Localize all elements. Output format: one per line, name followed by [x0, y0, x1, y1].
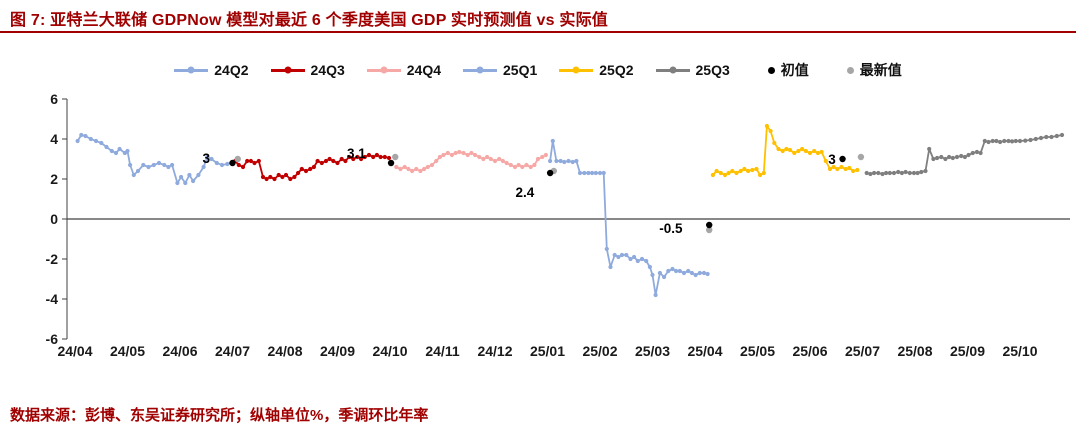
- legend-marker-icon: [846, 66, 854, 74]
- legend-label: 24Q2: [214, 62, 249, 78]
- value-annotation: 3: [202, 151, 210, 166]
- x-tick-label: 24/11: [425, 343, 459, 359]
- legend-marker-icon: [655, 66, 690, 74]
- x-tick-label: 25/05: [740, 343, 775, 359]
- x-axis-labels: 24/04 24/05 24/06 24/07 24/08 24/09 24/10 24/11…: [57, 343, 1037, 359]
- legend-item-24Q3: 24Q3: [270, 62, 345, 78]
- latest-value-dot: [392, 153, 399, 161]
- legend-label: 最新值: [859, 62, 902, 78]
- x-tick-label: 25/01: [530, 343, 565, 359]
- series-25Q2: [710, 123, 860, 178]
- legend-item-24Q4: 24Q4: [366, 62, 441, 78]
- value-annotation: 3.1: [347, 146, 366, 161]
- series-25Q3: [864, 132, 1065, 177]
- legend-marker-icon: [463, 66, 497, 74]
- y-tick-label: 4: [50, 131, 58, 147]
- initial-value-dot: [387, 159, 395, 167]
- value-annotation: 2.4: [516, 185, 535, 200]
- legend-marker-icon: [559, 66, 594, 74]
- legend-item-最新值: 最新值: [846, 60, 902, 80]
- series-24Q4: [394, 149, 549, 174]
- legend-marker-icon: [174, 66, 209, 74]
- x-tick-label: 24/05: [110, 343, 145, 359]
- y-tick-label: 6: [50, 91, 58, 107]
- x-tick-label: 24/09: [320, 343, 355, 359]
- x-tick-label: 24/07: [215, 343, 250, 359]
- legend-item-25Q1: 25Q1: [463, 62, 537, 78]
- chart-legend: 24Q2 24Q3 24Q4 25Q1 25Q2 25Q3 初值 最新值: [0, 60, 1076, 80]
- y-tick-label: -4: [46, 291, 59, 307]
- axes: 6 4 2 0 -2 -4 -6: [46, 91, 1070, 347]
- latest-value-dot: [234, 155, 241, 163]
- legend-label: 24Q3: [310, 62, 345, 78]
- legend-marker-icon: [767, 66, 775, 74]
- x-tick-label: 25/10: [1002, 343, 1037, 359]
- x-tick-label: 25/03: [635, 343, 670, 359]
- x-tick-label: 25/02: [582, 343, 617, 359]
- x-tick-label: 25/06: [792, 343, 827, 359]
- legend-label: 25Q2: [599, 62, 634, 78]
- latest-value-dot: [857, 153, 865, 161]
- y-tick-label: -6: [46, 331, 59, 347]
- value-annotation: 3: [828, 152, 836, 167]
- actual-25Q2: 3: [828, 152, 865, 167]
- legend-item-初值: 初值: [767, 60, 809, 80]
- x-tick-label: 25/08: [897, 343, 932, 359]
- legend-marker-icon: [270, 66, 305, 74]
- x-tick-label: 24/08: [267, 343, 302, 359]
- x-tick-label: 24/04: [57, 343, 92, 359]
- y-tick-label: -2: [46, 251, 59, 267]
- latest-value-dot: [706, 226, 713, 234]
- gdpnow-line-chart: 6 4 2 0 -2 -4 -624/04 24/05 24/06 24/07 24/08 24/09…: [46, 91, 1070, 359]
- x-tick-label: 24/10: [372, 343, 407, 359]
- initial-value-dot: [546, 169, 554, 177]
- title-divider: [0, 31, 1076, 33]
- initial-value-dot: [706, 221, 713, 229]
- series-25Q1: [548, 138, 710, 298]
- series-24Q2: [75, 132, 235, 186]
- legend-item-24Q2: 24Q2: [174, 62, 249, 78]
- legend-item-25Q3: 25Q3: [655, 62, 730, 78]
- actual-25Q1: -0.5: [659, 221, 713, 236]
- x-tick-label: 24/12: [477, 343, 512, 359]
- legend-label: 初值: [780, 62, 809, 78]
- legend-marker-icon: [366, 66, 401, 74]
- x-tick-label: 25/04: [687, 343, 722, 359]
- legend-label: 25Q1: [503, 62, 538, 78]
- x-tick-label: 25/09: [950, 343, 985, 359]
- legend-label: 25Q3: [695, 62, 730, 78]
- actual-24Q3: 3.1: [347, 146, 399, 167]
- figure-title: 图 7: 亚特兰大联储 GDPNow 模型对最近 6 个季度美国 GDP 实时预…: [10, 12, 609, 29]
- initial-value-dot: [229, 159, 236, 167]
- x-tick-label: 25/07: [845, 343, 880, 359]
- y-tick-label: 0: [50, 211, 58, 227]
- actual-24Q4: 2.4: [516, 167, 557, 200]
- legend-label: 24Q4: [406, 62, 441, 78]
- initial-value-dot: [839, 155, 846, 163]
- value-annotation: -0.5: [659, 221, 683, 236]
- legend-item-25Q2: 25Q2: [559, 62, 634, 78]
- x-tick-label: 24/06: [162, 343, 197, 359]
- source-note: 数据来源：彭博、东吴证券研究所；纵轴单位%，季调环比年率: [10, 407, 429, 424]
- actual-24Q2: 3: [202, 151, 241, 167]
- series-24Q3: [233, 152, 392, 182]
- y-tick-label: 2: [50, 171, 58, 187]
